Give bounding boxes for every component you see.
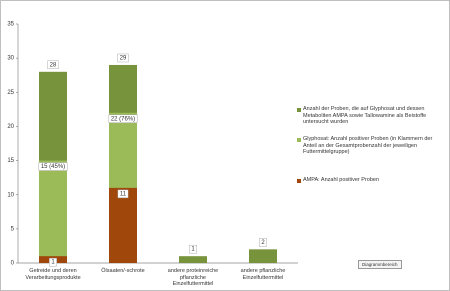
legend-swatch (297, 108, 301, 112)
legend-entry: AMPA: Anzahl positiver Proben (297, 177, 443, 184)
bar (179, 256, 207, 263)
y-tick-label: 15 (7, 158, 14, 164)
bar (109, 187, 137, 263)
value-label: 1 (51, 260, 55, 266)
x-tick-label: Ölsaaten/-schrote (101, 268, 145, 274)
value-label: 2 (261, 240, 265, 246)
legend-entry: Anzahl der Proben, die auf Glyphosat und… (297, 106, 443, 126)
x-tick-label: Getreide und deren Verarbeitungsprodukte (25, 268, 81, 281)
value-label: 29 (120, 56, 127, 62)
value-label: 11 (120, 191, 127, 197)
bar (249, 249, 277, 263)
legend-swatch (297, 179, 301, 183)
label-box (117, 53, 129, 63)
value-label: 28 (50, 62, 57, 68)
y-tick-label: 35 (7, 22, 14, 28)
value-label: 1 (191, 247, 195, 253)
chart-area-tag: Diagrammbereich (358, 260, 402, 269)
y-tick-label: 20 (7, 124, 14, 130)
legend-entry: Glyphosat: Anzahl positiver Proben (in K… (297, 136, 443, 156)
x-tick-label: andere proteinreiche pflanzliche Einzelf… (167, 268, 219, 287)
y-tick-label: 25 (7, 90, 14, 96)
x-tick-label: andere pflanzliche Einzelfuttermittel (240, 268, 286, 281)
y-tick-label: 5 (11, 226, 15, 232)
legend-swatch (297, 138, 301, 142)
label-box (117, 189, 129, 199)
y-tick-label: 30 (7, 56, 14, 62)
y-tick-label: 10 (7, 192, 14, 198)
label-box (38, 162, 68, 171)
value-label: 22 (76%) (111, 116, 135, 122)
label-box (49, 257, 57, 267)
y-tick-label: 0 (11, 261, 15, 267)
label-box (108, 114, 138, 123)
label-box (189, 244, 197, 254)
value-label: 15 (45%) (41, 164, 65, 170)
bar (39, 160, 67, 263)
label-box (47, 60, 59, 69)
label-box (259, 238, 267, 247)
